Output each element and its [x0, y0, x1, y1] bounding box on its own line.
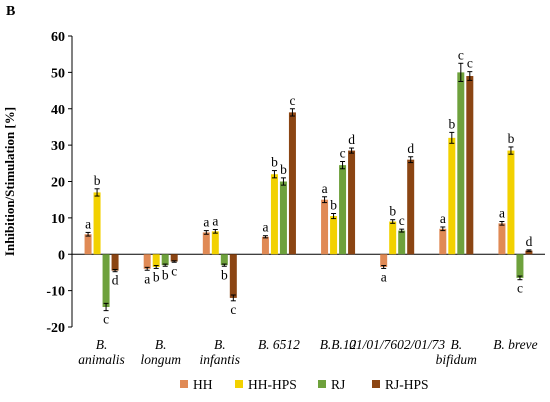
category-label: longum: [140, 352, 181, 367]
bar-rj-5: [398, 230, 406, 255]
bar-hh-0: [84, 234, 92, 255]
significance-letter: a: [262, 220, 268, 235]
bar-hh-4: [321, 199, 329, 255]
y-tick-label: -20: [46, 321, 65, 336]
legend-swatch-rj: [318, 380, 326, 388]
significance-letter: d: [526, 234, 533, 249]
significance-letter: d: [112, 273, 119, 288]
significance-letter: c: [171, 263, 177, 278]
significance-letter: b: [280, 162, 287, 177]
significance-letter: b: [448, 116, 455, 131]
bar-rj-hps-5: [407, 159, 415, 255]
category-label: B.: [214, 337, 226, 352]
significance-letter: a: [499, 206, 505, 221]
bar-hh-hps-3: [270, 174, 278, 255]
significance-letter: b: [271, 155, 278, 170]
panel-label: B: [6, 4, 15, 19]
significance-letter: a: [85, 216, 91, 231]
significance-letter: d: [407, 141, 414, 156]
significance-letter: a: [381, 269, 387, 284]
y-tick-label: 50: [51, 66, 65, 81]
significance-letter: c: [340, 145, 346, 160]
bar-rj-6: [457, 72, 465, 255]
significance-letter: a: [203, 215, 209, 230]
bar-rj-7: [516, 254, 524, 278]
bar-hh-hps-4: [330, 216, 338, 255]
significance-letter: b: [162, 267, 169, 282]
bar-hh-3: [261, 236, 269, 255]
y-tick-label: 60: [51, 30, 65, 45]
bar-hh-hps-1: [152, 254, 160, 267]
legend-swatch-hh-hps: [235, 380, 243, 388]
bar-rj-4: [339, 165, 347, 255]
significance-letter: a: [440, 211, 446, 226]
category-label: bifidum: [436, 352, 478, 367]
significance-letter: c: [289, 93, 295, 108]
significance-letter: c: [517, 281, 523, 296]
legend-swatch-rj-hps: [372, 380, 380, 388]
category-label: B.: [155, 337, 167, 352]
bar-rj-hps-4: [348, 150, 356, 255]
bar-rj-hps-6: [466, 76, 474, 255]
legend-label: RJ-HPS: [385, 377, 429, 392]
bar-rj-3: [279, 181, 287, 255]
category-label: B.: [451, 337, 463, 352]
significance-letter: b: [221, 267, 228, 282]
bar-hh-hps-6: [448, 137, 456, 255]
legend-label: RJ: [331, 377, 345, 392]
bar-hh-hps-2: [211, 231, 219, 255]
y-axis-title: Inhibition/Stimulation [%]: [2, 107, 17, 256]
bar-rj-1: [161, 254, 169, 266]
bar-hh-2: [202, 232, 210, 255]
significance-letter: b: [508, 131, 515, 146]
bar-hh-hps-7: [507, 150, 515, 255]
bar-rj-hps-0: [111, 254, 119, 271]
bar-hh-hps-0: [93, 192, 101, 255]
category-label: B. 6512: [258, 337, 300, 352]
significance-letter: d: [348, 132, 355, 147]
category-label: infantis: [200, 352, 241, 367]
bar-hh-6: [439, 228, 447, 255]
y-tick-label: 10: [51, 212, 65, 227]
significance-letter: a: [322, 181, 328, 196]
bar-rj-hps-2: [229, 254, 237, 298]
y-tick-label: -10: [46, 285, 65, 300]
bar-hh-5: [380, 254, 388, 267]
significance-letter: c: [230, 302, 236, 317]
significance-letter: c: [467, 56, 473, 71]
bar-rj-hps-1: [170, 254, 178, 262]
significance-letter: c: [103, 312, 109, 327]
category-label: B.: [96, 337, 108, 352]
significance-letter: b: [389, 204, 396, 219]
legend-label: HH: [193, 377, 213, 392]
category-label: B.B.12: [320, 337, 357, 352]
bar-rj-0: [102, 254, 110, 307]
bar-rj-hps-3: [288, 112, 296, 255]
category-label: B. breve: [493, 337, 537, 352]
category-label: 01/01/7602/01/73: [349, 337, 445, 352]
y-tick-label: 0: [58, 248, 65, 263]
significance-letter: c: [399, 213, 405, 228]
legend-swatch-hh: [180, 380, 188, 388]
significance-letter: b: [330, 198, 337, 213]
bar-rj-hps-7: [525, 250, 533, 255]
significance-letter: b: [153, 269, 160, 284]
category-label: animalis: [78, 352, 125, 367]
significance-letter: a: [212, 214, 218, 229]
significance-letter: b: [94, 173, 101, 188]
bar-rj-2: [220, 254, 228, 266]
bar-hh-hps-5: [389, 221, 397, 255]
legend-label: HH-HPS: [248, 377, 297, 392]
significance-letter: c: [458, 47, 464, 62]
y-tick-label: 20: [51, 176, 65, 191]
y-tick-label: 30: [51, 139, 65, 154]
y-tick-label: 40: [51, 103, 65, 118]
bar-hh-7: [498, 223, 506, 255]
significance-letter: a: [144, 271, 150, 286]
bar-hh-1: [143, 254, 151, 269]
